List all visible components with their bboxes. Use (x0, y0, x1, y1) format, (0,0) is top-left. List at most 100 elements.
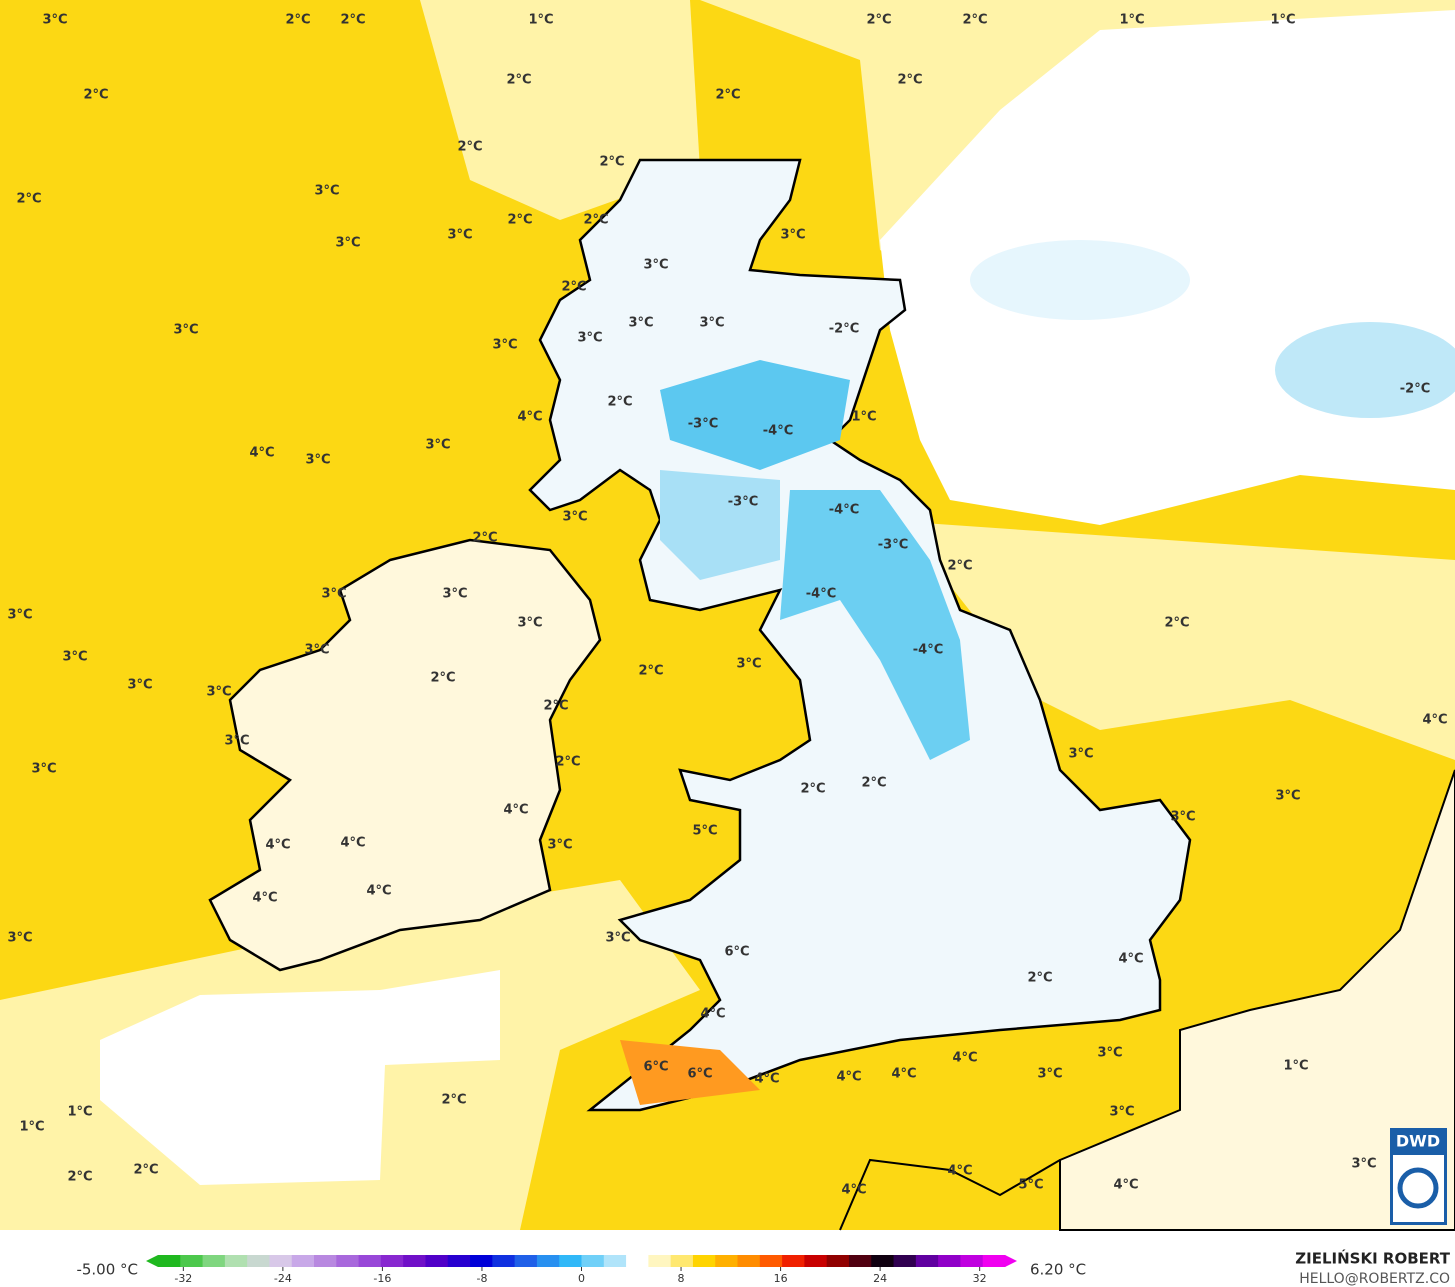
temperature-label: 2°C (340, 13, 365, 28)
temperature-label: -3°C (688, 417, 718, 432)
colorbar-swatch (648, 1255, 672, 1267)
colorbar-swatch (960, 1255, 984, 1267)
colorbar-swatch (425, 1255, 449, 1267)
temperature-label: 2°C (897, 73, 922, 88)
colorbar-swatch (692, 1255, 716, 1267)
colorbar-swatch (180, 1255, 204, 1267)
temperature-label: 3°C (425, 438, 450, 453)
temperature-label: 3°C (1037, 1067, 1062, 1082)
temperature-label: 2°C (607, 395, 632, 410)
temperature-label: 3°C (321, 587, 346, 602)
temperature-label: 4°C (1422, 713, 1447, 728)
temperature-label: 1°C (851, 410, 876, 425)
colorbar-swatch (782, 1255, 805, 1267)
colorbar-tick-label: 8 (678, 1272, 685, 1285)
temperature-label: 3°C (173, 323, 198, 338)
colorbar-swatch (224, 1255, 248, 1267)
colorbar-tick-label: -24 (274, 1272, 292, 1285)
temperature-label: 3°C (780, 228, 805, 243)
temperature-label: 2°C (866, 13, 891, 28)
colorbar-swatch (492, 1255, 516, 1267)
cold-patch (660, 470, 780, 580)
colorbar-swatch (893, 1255, 917, 1267)
temperature-label: 3°C (335, 236, 360, 251)
temperature-label: 2°C (638, 664, 663, 679)
colorbar-swatch (826, 1255, 850, 1267)
colorbar-tick-label: -16 (373, 1272, 391, 1285)
temperature-label: 2°C (67, 1170, 92, 1185)
temperature-label: 3°C (628, 316, 653, 331)
temperature-label: 2°C (583, 213, 608, 228)
temperature-label: -4°C (913, 643, 943, 658)
temperature-label: -4°C (763, 424, 793, 439)
colorbar-tick-label: -8 (476, 1272, 487, 1285)
colorbar-tick-label: 32 (973, 1272, 987, 1285)
credit-name: ZIELIŃSKI ROBERT (1295, 1249, 1450, 1268)
temperature-label: 3°C (1170, 810, 1195, 825)
temperature-label: -2°C (829, 322, 859, 337)
temperature-label: 4°C (517, 410, 542, 425)
cold-patch (1275, 322, 1455, 418)
temperature-label: 2°C (561, 280, 586, 295)
colorbar-end (1005, 1255, 1017, 1267)
temperature-label: 3°C (7, 931, 32, 946)
temperature-label: 4°C (841, 1183, 866, 1198)
temperature-label: 3°C (224, 734, 249, 749)
colorbar-swatch (536, 1255, 560, 1267)
temperature-label: 3°C (1351, 1157, 1376, 1172)
colorbar-swatch (380, 1255, 404, 1267)
temperature-label: 3°C (643, 258, 668, 273)
colorbar-swatch (603, 1255, 627, 1267)
temperature-label: -4°C (806, 587, 836, 602)
temperature-label: 3°C (1097, 1046, 1122, 1061)
colorbar-swatch (626, 1255, 649, 1267)
colorbar-swatch (982, 1255, 1006, 1267)
temperature-label: 2°C (1164, 616, 1189, 631)
colorbar-swatch (447, 1255, 471, 1267)
temperature-label: 2°C (947, 559, 972, 574)
temperature-label: 6°C (643, 1060, 668, 1075)
temperature-label: 4°C (252, 891, 277, 906)
ireland (208, 538, 602, 972)
temperature-label: 3°C (517, 616, 542, 631)
temperature-label: 2°C (83, 88, 108, 103)
temperature-label: 3°C (1109, 1105, 1134, 1120)
temperature-label: 3°C (562, 510, 587, 525)
temperature-label: -2°C (1400, 382, 1430, 397)
colorbar-swatch (514, 1255, 538, 1267)
colorbar-swatch (403, 1255, 426, 1267)
temperature-label: 2°C (715, 88, 740, 103)
temperature-label: 3°C (1275, 789, 1300, 804)
colorbar-tick-label: 16 (774, 1272, 788, 1285)
temperature-label: 6°C (724, 945, 749, 960)
temperature-label: 2°C (507, 213, 532, 228)
temperature-label: 3°C (736, 657, 761, 672)
temperature-label: 3°C (547, 838, 572, 853)
colorbar-swatch (848, 1255, 872, 1267)
temperature-label: 4°C (952, 1051, 977, 1066)
colorbar-swatch (247, 1255, 270, 1267)
temperature-label: 4°C (1118, 952, 1143, 967)
temperature-label: 1°C (1119, 13, 1144, 28)
credit-contact: HELLO@ROBERTZ.CO (1299, 1271, 1450, 1287)
temperature-label: 4°C (340, 836, 365, 851)
temperature-label: 2°C (472, 531, 497, 546)
temperature-label: 4°C (836, 1070, 861, 1085)
temperature-label: 3°C (314, 184, 339, 199)
temperature-label: 2°C (555, 755, 580, 770)
colorbar-swatch (915, 1255, 939, 1267)
colorbar-swatch (737, 1255, 761, 1267)
temperature-label: 3°C (206, 685, 231, 700)
cold-patch (970, 240, 1190, 320)
pale-zone (880, 520, 1455, 760)
temperature-label: 4°C (947, 1164, 972, 1179)
temperature-label: 2°C (543, 699, 568, 714)
temperature-label: 1°C (528, 13, 553, 28)
temperature-label: 2°C (506, 73, 531, 88)
temperature-label: 1°C (1270, 13, 1295, 28)
temperature-label: 4°C (249, 446, 274, 461)
temperature-label: 3°C (7, 608, 32, 623)
temperature-label: -4°C (829, 503, 859, 518)
temperature-label: 1°C (1283, 1059, 1308, 1074)
